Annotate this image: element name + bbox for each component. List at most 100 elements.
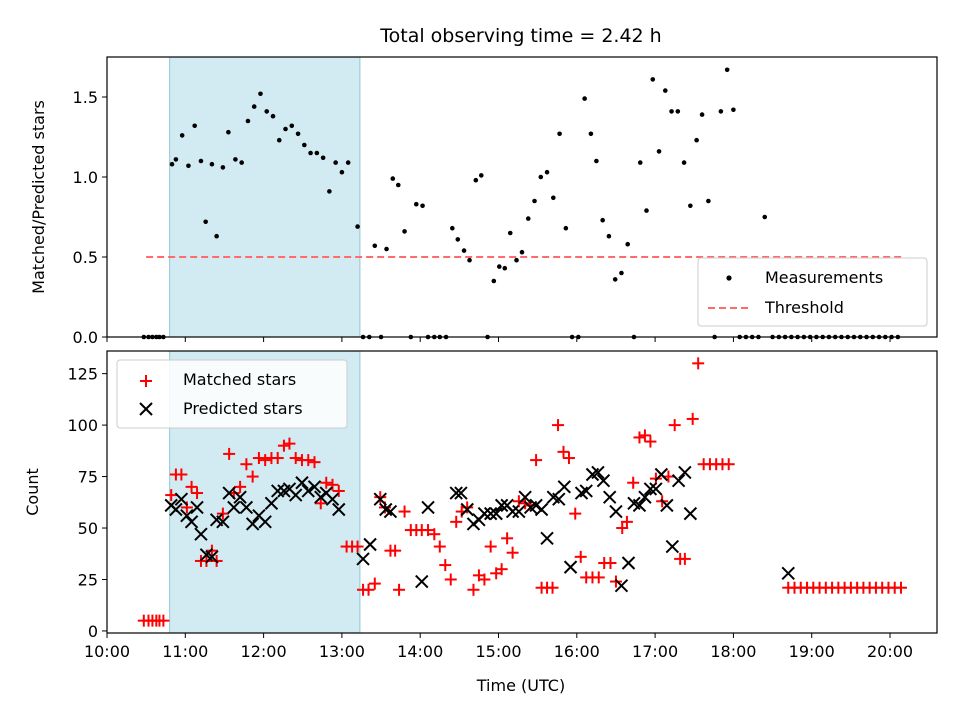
matched-star-point <box>484 540 497 553</box>
predicted-star-point <box>494 498 509 513</box>
predicted-star-point <box>325 492 340 506</box>
legend-predicted-label: Predicted stars <box>183 399 303 418</box>
predicted-star-point <box>227 500 241 515</box>
measurement-point <box>551 195 556 201</box>
predicted-star-point <box>264 496 279 511</box>
x-tick-label: 11:00 <box>162 642 208 661</box>
bottom-legend: Matched stars Predicted stars <box>116 359 348 429</box>
matched-star-point <box>351 540 364 553</box>
predicted-star-point <box>505 504 520 519</box>
matched-star-point <box>433 540 446 553</box>
matched-star-point <box>271 452 284 465</box>
legend-matched-label: Matched stars <box>183 370 296 389</box>
measurement-point <box>283 126 288 132</box>
matched-star-point <box>289 452 302 465</box>
predicted-star-point <box>489 506 503 521</box>
top-y-tick-label: 0.0 <box>73 328 98 347</box>
measurement-point <box>258 91 263 97</box>
measurement-point <box>220 165 226 170</box>
measurement-point <box>320 155 326 161</box>
x-tick-label: 18:00 <box>710 642 756 661</box>
measurement-point <box>245 118 251 124</box>
predicted-star-point <box>483 506 498 521</box>
measurement-point <box>582 96 587 101</box>
predicted-star-point <box>621 556 636 570</box>
measurement-point <box>514 257 519 263</box>
measurement-point <box>169 161 175 167</box>
legend-matched-marker <box>140 375 152 387</box>
matched-star-point <box>450 515 463 528</box>
measurement-point <box>594 158 599 164</box>
matched-star-point <box>157 614 170 627</box>
matched-star-point <box>501 532 514 545</box>
matched-star-point <box>240 458 253 471</box>
predicted-star-point <box>301 484 315 498</box>
measurement-point <box>251 104 257 109</box>
matched-star-point <box>259 454 272 467</box>
matched-star-point <box>495 563 508 576</box>
measurement-point <box>467 257 472 263</box>
measurement-point <box>644 208 649 213</box>
matched-star-point <box>422 524 435 537</box>
measurement-point <box>681 160 687 165</box>
predicted-star-point <box>421 500 435 515</box>
matched-star-point <box>185 480 198 493</box>
measurement-point <box>491 278 497 284</box>
measurement-point <box>179 133 185 138</box>
bottom-x-ticks: 10:00 11:00 12:00 13:00 14:00 15:00 16:00 17:00… <box>84 633 913 661</box>
matched-star-point <box>894 581 907 594</box>
matched-star-point <box>574 550 587 563</box>
predicted-star-point <box>190 500 204 515</box>
chart-title: Total observing time = 2.42 h <box>379 25 661 47</box>
matched-star-point <box>368 577 381 590</box>
measurement-point <box>496 264 502 269</box>
bottom-y-tick-label: 125 <box>67 365 98 384</box>
measurement-point <box>289 123 295 129</box>
predicted-star-point <box>194 527 208 541</box>
predicted-star-point <box>222 486 236 500</box>
measurement-point <box>226 129 231 135</box>
measurement-point <box>402 229 407 234</box>
measurement-point <box>706 198 711 204</box>
measurement-point <box>233 157 238 162</box>
measurement-point <box>455 237 461 242</box>
predicted-star-point <box>363 537 377 552</box>
matched-star-point <box>638 429 651 442</box>
matched-star-point <box>326 478 339 491</box>
matched-star-point <box>627 476 640 489</box>
predicted-star-point <box>579 484 593 498</box>
matched-star-point <box>530 454 543 467</box>
matched-star-point <box>506 546 519 559</box>
predicted-star-point <box>609 504 623 519</box>
measurement-point <box>372 243 378 249</box>
predicted-star-point <box>233 490 247 504</box>
predicted-star-point <box>643 482 658 496</box>
matched-star-point <box>461 501 474 514</box>
matched-star-point <box>428 528 441 541</box>
top-y-tick-label: 0.5 <box>73 248 98 267</box>
bottom-y-tick-label: 75 <box>78 468 98 487</box>
top-y-tick-label: 1.0 <box>73 168 98 187</box>
bottom-y-axis-label: Count <box>23 468 42 516</box>
matched-star-point <box>320 476 333 489</box>
predicted-star-point <box>239 500 254 515</box>
measurement-point <box>203 219 208 225</box>
predicted-star-point <box>169 502 183 517</box>
measurement-point <box>461 248 467 253</box>
predicted-star-point <box>632 498 647 513</box>
predicted-star-point <box>540 531 554 546</box>
measurement-point <box>413 201 419 207</box>
matched-star-point <box>389 544 402 557</box>
measurement-point <box>264 109 270 114</box>
predicted-star-point <box>415 574 429 589</box>
measurement-point <box>656 149 662 154</box>
matched-star-point <box>692 357 705 370</box>
matched-star-point <box>175 468 188 481</box>
measurement-point <box>688 203 693 209</box>
predicted-star-point <box>205 550 219 564</box>
predicted-star-point <box>477 506 492 521</box>
legend-measurements-marker <box>726 275 732 281</box>
matched-star-point <box>362 583 375 596</box>
